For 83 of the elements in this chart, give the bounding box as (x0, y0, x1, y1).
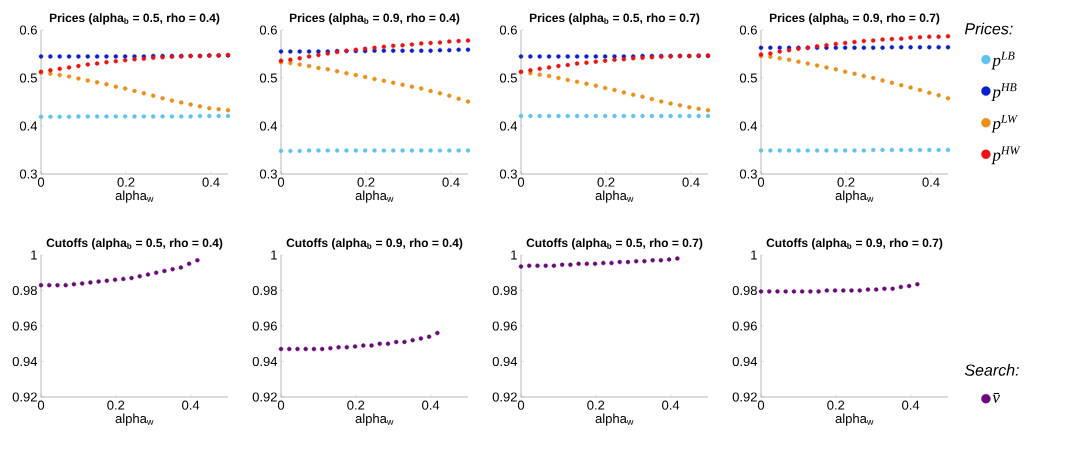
y-tick-label: 0.96 (252, 321, 277, 331)
chart-title: Cutoffs (alpha$_{b}$ = 0.5, rho = 0.4) (46, 238, 223, 250)
y-tick-label: 0.92 (252, 392, 277, 402)
chart-title: Prices (alpha$_{b}$ = 0.5, rho = 0.7) (529, 13, 700, 25)
x-tick-label: 0.4 (922, 177, 940, 187)
chart-title: Cutoffs (alpha$_{b}$ = 0.9, rho = 0.7) (766, 238, 943, 250)
chart-title: Cutoffs (alpha$_{b}$ = 0.9, rho = 0.4) (286, 238, 463, 250)
x-tick-label: 0.2 (597, 177, 615, 187)
y-tick-label: 0.92 (12, 392, 37, 402)
x-tick-label: 0 (37, 177, 45, 187)
y-tick-label: 0.96 (12, 321, 37, 331)
x-tick-label: 0 (37, 400, 45, 410)
y-tick-label: 1 (511, 250, 517, 260)
y-tick-label: 0.92 (492, 392, 517, 402)
x-tick-label: 0.4 (902, 400, 920, 410)
y-tick-label: 0.6 (19, 25, 37, 35)
legend-label: p$^{LB}$ (991, 51, 1015, 70)
y-tick-label: 1 (271, 250, 277, 260)
y-tick-label: 1 (751, 250, 757, 260)
y-tick-label: 0.4 (19, 121, 38, 131)
x-tick-label: 0 (277, 400, 285, 410)
y-tick-label: 0.6 (499, 25, 517, 35)
legend-title: Search: (964, 364, 1019, 376)
y-tick-label: 0.98 (492, 285, 517, 296)
y-tick-label: 0.96 (732, 321, 757, 331)
y-tick-label: 1 (31, 250, 37, 260)
x-tick-label: 0 (517, 177, 525, 187)
y-tick-label: 0.5 (19, 73, 37, 83)
x-axis-title: alpha$_{w}$ (835, 413, 874, 426)
x-tick-label: 0.4 (442, 177, 460, 187)
x-tick-label: 0 (757, 177, 765, 187)
x-axis-title: alpha$_{w}$ (355, 413, 394, 426)
y-tick-label: 0.92 (732, 392, 757, 402)
y-tick-label: 0.94 (732, 356, 758, 367)
chart-title: Prices (alpha$_{b}$ = 0.5, rho = 0.4) (49, 13, 220, 25)
x-tick-label: 0 (277, 177, 285, 187)
x-tick-label: 0.2 (117, 177, 135, 187)
y-tick-label: 0.4 (259, 121, 278, 131)
y-tick-label: 0.6 (739, 25, 757, 35)
y-tick-label: 0.3 (499, 169, 517, 179)
x-axis-title: alpha$_{w}$ (115, 190, 154, 203)
chart-title: Prices (alpha$_{b}$ = 0.9, rho = 0.7) (769, 13, 940, 25)
x-axis-title: alpha$_{w}$ (115, 413, 154, 426)
y-tick-label: 0.98 (732, 285, 757, 296)
x-tick-label: 0.2 (827, 400, 845, 410)
x-tick-label: 0.2 (357, 177, 375, 187)
y-tick-label: 0.94 (252, 356, 278, 367)
legend-label: p$^{HW}$ (991, 146, 1021, 165)
x-tick-label: 0.2 (837, 177, 855, 187)
x-tick-label: 0 (517, 400, 525, 410)
y-tick-label: 0.5 (739, 73, 757, 83)
x-axis-title: alpha$_{w}$ (835, 190, 874, 203)
y-tick-label: 0.3 (739, 169, 757, 179)
y-tick-label: 0.6 (259, 25, 277, 35)
x-axis-title: alpha$_{w}$ (595, 190, 634, 203)
y-tick-label: 0.4 (739, 121, 758, 131)
y-tick-label: 0.98 (12, 285, 37, 296)
y-tick-label: 0.3 (259, 169, 277, 179)
x-tick-label: 0 (757, 400, 765, 410)
legend-label: v̄ (992, 393, 1000, 403)
x-tick-label: 0.4 (202, 177, 220, 187)
y-tick-label: 0.94 (12, 356, 38, 367)
x-axis-title: alpha$_{w}$ (355, 190, 394, 203)
x-tick-label: 0.4 (422, 400, 440, 410)
x-axis-title: alpha$_{w}$ (595, 413, 634, 426)
y-tick-label: 0.98 (252, 285, 277, 296)
x-tick-label: 0.2 (107, 400, 125, 410)
x-tick-label: 0.4 (682, 177, 700, 187)
chart-title: Prices (alpha$_{b}$ = 0.9, rho = 0.4) (289, 13, 460, 25)
y-tick-label: 0.5 (259, 73, 277, 83)
legend-label: p$^{HB}$ (991, 83, 1017, 102)
x-tick-label: 0.2 (587, 400, 605, 410)
chart-title: Cutoffs (alpha$_{b}$ = 0.5, rho = 0.7) (526, 238, 703, 250)
y-tick-label: 0.94 (492, 356, 518, 367)
y-tick-label: 0.3 (19, 169, 37, 179)
x-tick-label: 0.4 (662, 400, 680, 410)
legend-label: p$^{LW}$ (991, 114, 1018, 133)
x-tick-label: 0.4 (182, 400, 200, 410)
y-tick-label: 0.5 (499, 73, 517, 83)
y-tick-label: 0.4 (499, 121, 518, 131)
y-tick-label: 0.96 (492, 321, 517, 331)
x-tick-label: 0.2 (347, 400, 365, 410)
legend-title: Prices: (964, 22, 1013, 35)
